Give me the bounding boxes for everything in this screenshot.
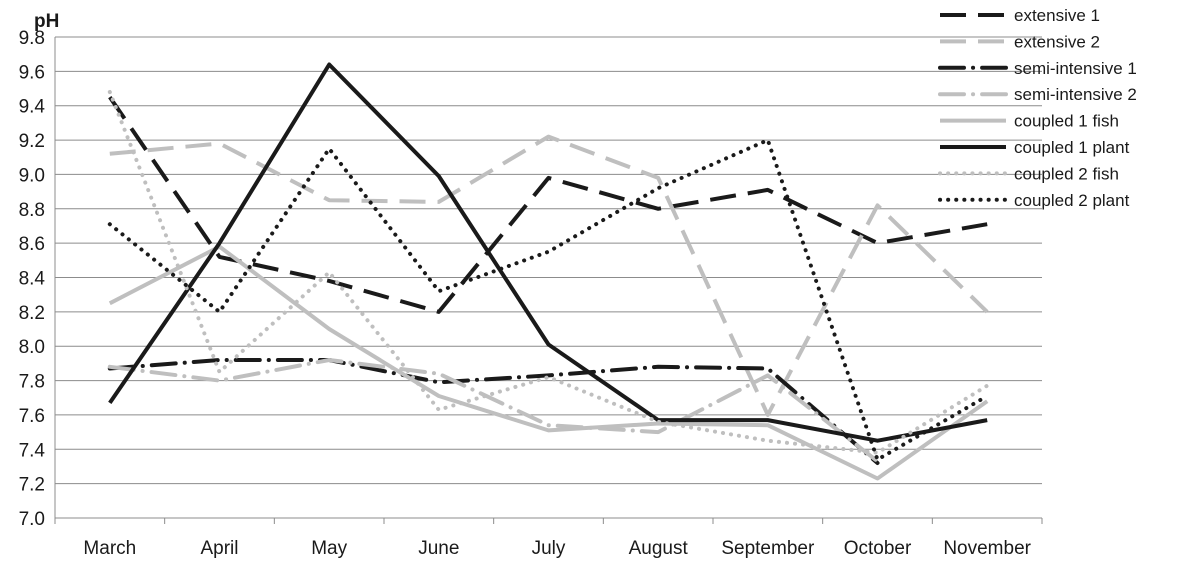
legend-label: semi-intensive 1 (1014, 59, 1137, 78)
x-tick-label: March (83, 538, 136, 559)
y-tick-label: 7.4 (19, 440, 46, 461)
y-tick-label: 9.2 (19, 131, 45, 152)
x-tick-label: October (844, 538, 912, 559)
y-tick-label: 7.8 (19, 372, 45, 393)
series-line-extensive-1 (108, 95, 988, 314)
y-tick-label: 8.2 (19, 303, 45, 324)
y-tick-label: 9.6 (19, 62, 45, 83)
series-line-semi-intensive-2 (107, 358, 880, 464)
x-tick-label: November (943, 538, 1031, 559)
y-tick-label: 7.2 (19, 475, 45, 496)
series-line-extensive-2 (109, 134, 989, 417)
y-tick-label: 7.0 (19, 509, 45, 530)
y-axis-label: pH (34, 11, 59, 32)
series-line-coupled-1-plant (108, 62, 988, 443)
legend-label: coupled 2 fish (1014, 164, 1119, 183)
y-tick-label: 7.6 (19, 406, 45, 427)
y-tick-label: 8.0 (19, 337, 45, 358)
y-tick-label: 8.8 (19, 200, 45, 221)
legend-label: coupled 1 fish (1014, 112, 1119, 131)
x-tick-label: August (629, 538, 689, 559)
x-tick-label: September (721, 538, 815, 559)
x-tick-label: July (532, 538, 566, 559)
legend-label: coupled 1 plant (1014, 138, 1130, 157)
x-tick-label: May (311, 538, 347, 559)
y-tick-label: 8.4 (19, 269, 46, 290)
legend-label: extensive 2 (1014, 32, 1100, 51)
y-tick-label: 9.4 (19, 97, 46, 118)
y-tick-label: 9.0 (19, 165, 45, 186)
y-tick-label: 9.8 (19, 28, 45, 49)
series-line-coupled-2-plant (107, 138, 990, 462)
series-line-coupled-1-fish (108, 244, 989, 481)
legend-label: semi-intensive 2 (1014, 85, 1137, 104)
y-tick-label: 8.6 (19, 234, 45, 255)
x-tick-label: April (200, 538, 238, 559)
series-line-coupled-2-fish (107, 90, 990, 455)
x-tick-label: June (418, 538, 459, 559)
legend-label: extensive 1 (1014, 6, 1100, 25)
series-line-semi-intensive-1 (107, 358, 880, 465)
legend-label: coupled 2 plant (1014, 191, 1130, 210)
